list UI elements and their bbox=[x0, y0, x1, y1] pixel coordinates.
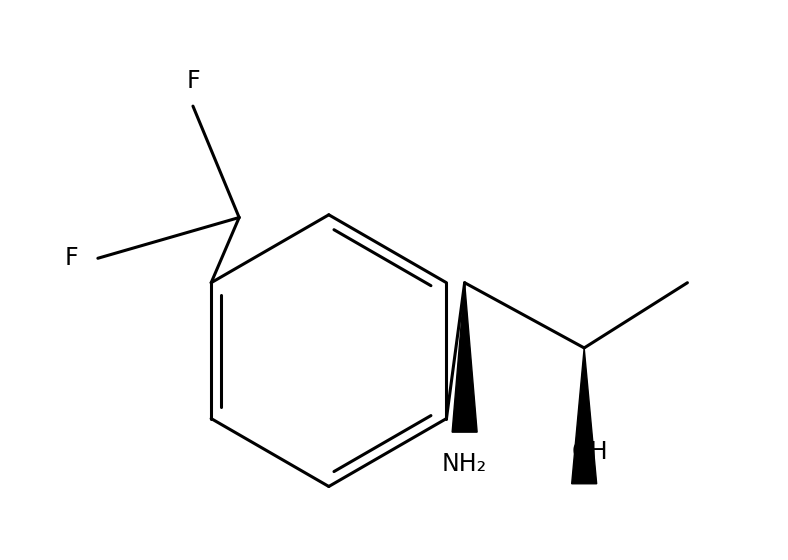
Text: F: F bbox=[186, 69, 200, 93]
Text: F: F bbox=[65, 246, 78, 270]
Text: NH₂: NH₂ bbox=[442, 452, 487, 475]
Polygon shape bbox=[452, 283, 478, 432]
Text: OH: OH bbox=[571, 440, 608, 464]
Polygon shape bbox=[571, 348, 597, 484]
